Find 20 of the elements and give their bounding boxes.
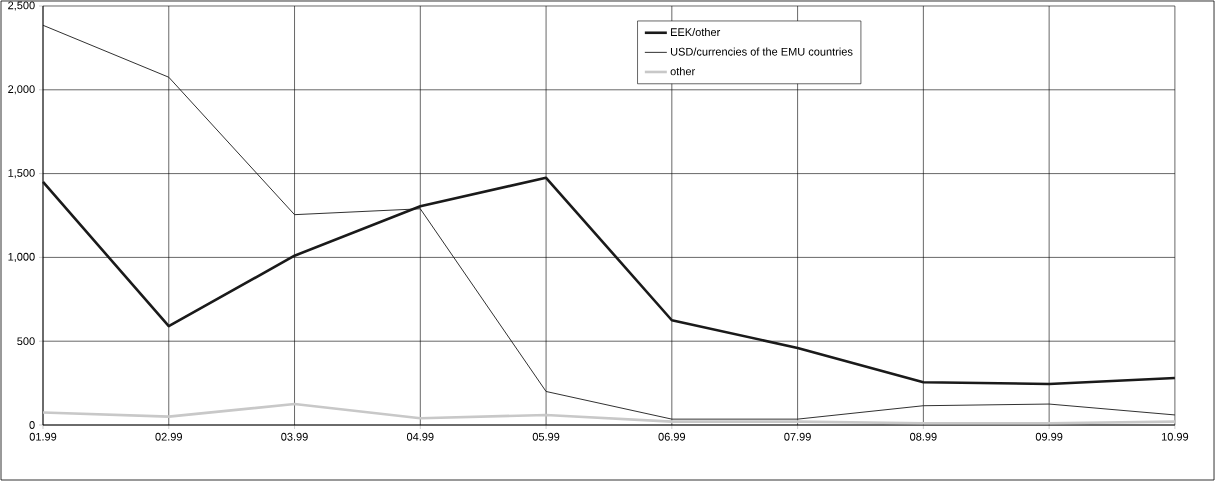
- legend-label: other: [670, 67, 696, 76]
- x-tick-label: 06.99: [658, 432, 686, 441]
- y-tick-label: 2,000: [8, 85, 35, 95]
- x-tick-label: 01.99: [29, 432, 57, 441]
- x-tick-label: 03.99: [281, 432, 308, 441]
- x-tick-label: 05.99: [532, 432, 560, 441]
- y-tick-label: 1,500: [8, 169, 35, 179]
- x-tick-label: 09.99: [1035, 432, 1063, 441]
- line-series: [42, 24, 1176, 420]
- x-tick-label: 02.99: [155, 432, 182, 441]
- x-tick-label: 08.99: [910, 432, 937, 441]
- legend-label: EEK/other: [671, 27, 721, 37]
- x-tick-label: 10.99: [1161, 432, 1189, 441]
- y-tick-label: 0: [29, 421, 35, 429]
- y-tick-label: 2,500: [8, 1, 35, 11]
- y-tick-label: 1,000: [8, 252, 35, 262]
- x-tick-label: 07.99: [784, 432, 811, 441]
- x-tick-label: 04.99: [406, 432, 434, 441]
- legend-label: USD/currencies of the EMU countries: [670, 47, 853, 56]
- y-tick-label: 500: [17, 337, 35, 346]
